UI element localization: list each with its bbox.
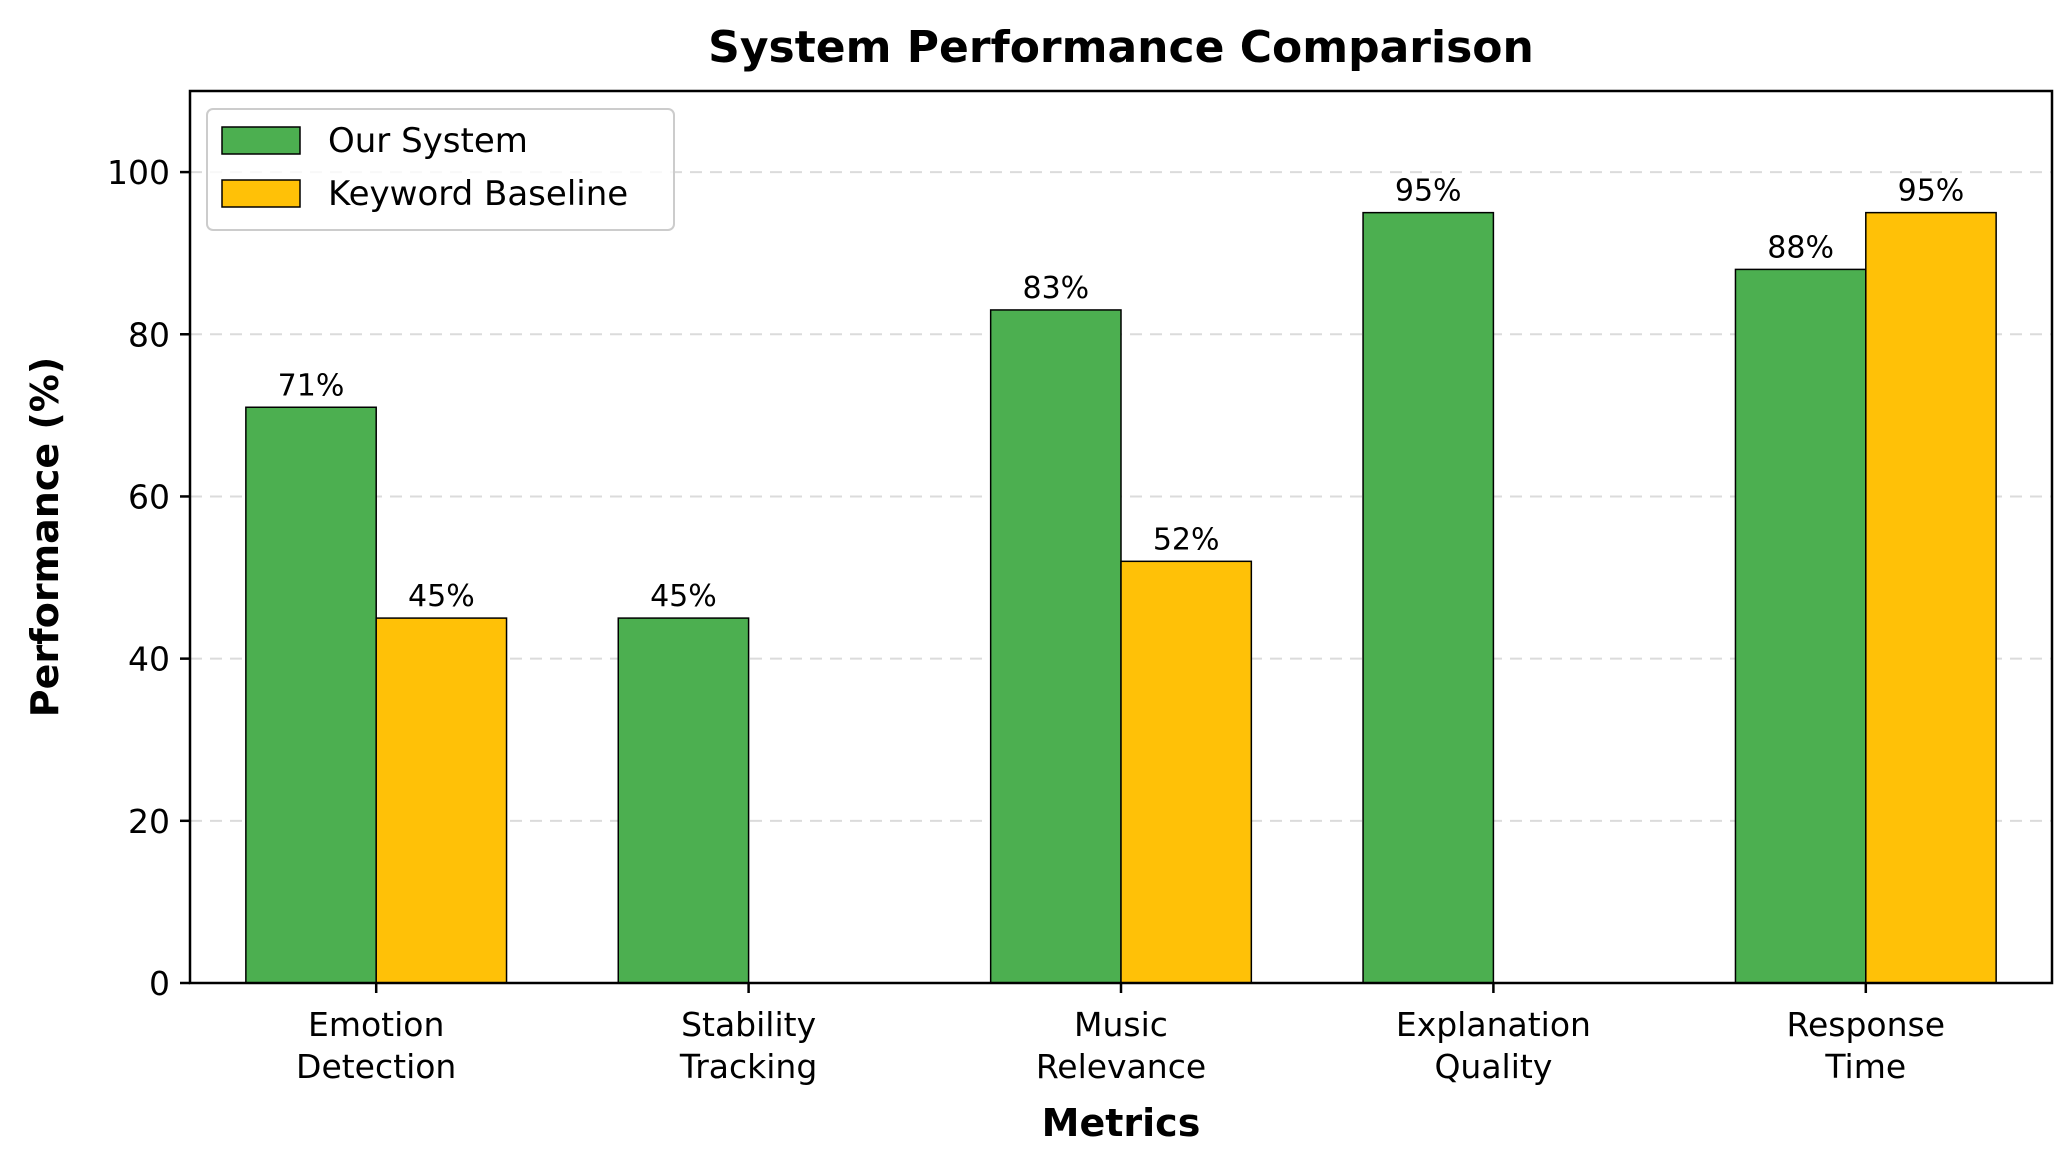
bar-value-label: 88% bbox=[1767, 230, 1834, 265]
x-axis-ticks: Emotion Detection Stability Tracking Music Re… bbox=[296, 983, 1945, 1086]
x-tick-label: Explanation Quality bbox=[1396, 1005, 1591, 1086]
bar-value-label: 83% bbox=[1022, 271, 1089, 306]
y-tick-label: 100 bbox=[107, 153, 170, 192]
legend-box bbox=[206, 108, 675, 231]
bar-value-label: 71% bbox=[278, 368, 345, 403]
bar bbox=[617, 617, 750, 984]
bar bbox=[375, 617, 508, 984]
bar-value-label: 45% bbox=[408, 579, 475, 614]
legend-label: Our System bbox=[328, 121, 528, 161]
bar-value-label: 45% bbox=[650, 579, 717, 614]
bar bbox=[1865, 211, 1997, 984]
x-axis-label: Metrics bbox=[1042, 1101, 1201, 1145]
x-tick-label: Music Relevance bbox=[1036, 1005, 1206, 1086]
y-tick-label: 20 bbox=[128, 802, 170, 841]
x-tick-label: Stability Tracking bbox=[679, 1005, 817, 1086]
bar bbox=[1362, 211, 1495, 984]
bar-value-label: 95% bbox=[1898, 174, 1965, 209]
bar-value-label: 95% bbox=[1395, 174, 1462, 209]
legend-label: Keyword Baseline bbox=[328, 174, 628, 214]
y-axis-ticks: 0 20 40 60 80 100 bbox=[107, 153, 190, 1003]
y-axis-label: Performance (%) bbox=[23, 357, 67, 717]
x-tick-label: Emotion Detection bbox=[296, 1005, 456, 1086]
bar-value-label: 52% bbox=[1153, 522, 1220, 557]
bar bbox=[1120, 560, 1253, 984]
legend-swatch bbox=[221, 126, 301, 155]
y-tick-label: 60 bbox=[128, 477, 170, 516]
bar bbox=[1734, 268, 1867, 984]
bar bbox=[989, 309, 1122, 984]
chart-title: System Performance Comparison bbox=[708, 22, 1534, 73]
legend-swatch bbox=[221, 179, 301, 208]
x-tick-label: Response Time bbox=[1787, 1005, 1946, 1086]
y-tick-label: 40 bbox=[128, 640, 170, 679]
y-tick-label: 80 bbox=[128, 315, 170, 354]
bar bbox=[245, 406, 377, 984]
legend: Our System Keyword Baseline bbox=[206, 108, 675, 231]
y-tick-label: 0 bbox=[149, 964, 170, 1003]
data-labels: 71% 45% 83% 95% 88% 45% 52% 95% bbox=[278, 174, 1965, 614]
bars bbox=[245, 211, 1997, 984]
